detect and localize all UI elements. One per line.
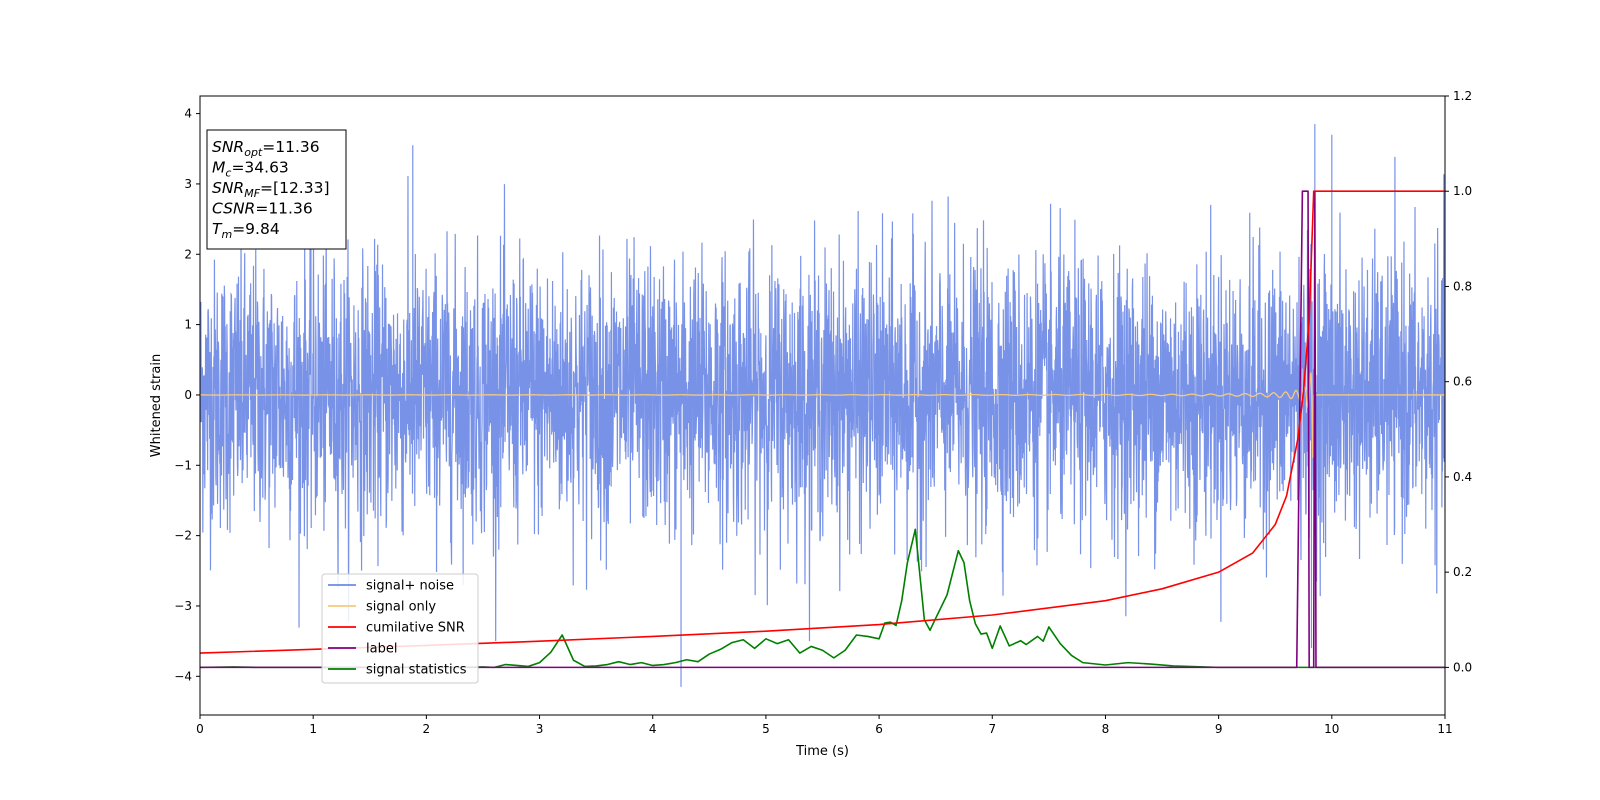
x-axis-label: Time (s) xyxy=(795,744,849,759)
annotation-line: SNRMF=[12.33] xyxy=(212,179,330,200)
x-tick-label: 5 xyxy=(762,722,770,736)
legend-label: signal only xyxy=(366,600,436,615)
y2-tick-label: 0.4 xyxy=(1453,470,1472,484)
legend-label: signal statistics xyxy=(366,663,467,678)
x-tick-label: 8 xyxy=(1102,722,1110,736)
y-tick-label: −3 xyxy=(174,599,192,613)
y2-tick-label: 1.2 xyxy=(1453,89,1472,103)
legend: signal+ noise signal only cumilative SNR la… xyxy=(321,573,479,684)
y2-tick-label: 0.8 xyxy=(1453,279,1472,293)
y-tick-label: −4 xyxy=(174,669,192,683)
legend-label: cumilative SNR xyxy=(366,621,465,636)
annotation-line: CSNR=11.36 xyxy=(212,200,313,218)
series-signal-only xyxy=(200,372,1445,458)
y-tick-label: 1 xyxy=(184,318,192,332)
series-label xyxy=(200,190,1445,669)
series-signal-statistics xyxy=(200,528,1445,669)
y-tick-label: 3 xyxy=(184,177,192,191)
series-cumilative-snr xyxy=(200,190,1445,654)
y2-tick-label: 0.6 xyxy=(1453,375,1472,389)
x-tick-label: 10 xyxy=(1324,722,1339,736)
annotation-line: SNRopt=11.36 xyxy=(212,138,320,159)
y-tick-label: 2 xyxy=(184,247,192,261)
x-tick-label: 3 xyxy=(536,722,544,736)
legend-label: label xyxy=(366,642,397,657)
x-tick-label: 7 xyxy=(988,722,996,736)
plot-frame xyxy=(199,95,1446,716)
y-tick-label: 4 xyxy=(184,107,192,121)
x-tick-label: 4 xyxy=(649,722,657,736)
x-tick-label: 2 xyxy=(423,722,431,736)
y-tick-label: −2 xyxy=(174,529,192,543)
legend-frame xyxy=(321,573,479,684)
annotation-line: Mc=34.63 xyxy=(212,159,289,180)
y2-tick-label: 0.2 xyxy=(1453,565,1472,579)
x-tick-label: 11 xyxy=(1437,722,1452,736)
y-axis-ticks: −4 −3 −2 −1 0 1 2 3 4 xyxy=(174,107,200,683)
annotation-frame xyxy=(206,129,347,250)
y2-tick-label: 1.0 xyxy=(1453,184,1472,198)
x-axis-ticks: 0 1 2 3 4 5 6 7 8 9 10 11 xyxy=(196,715,1453,736)
y-axis-label: Whitened strain xyxy=(149,354,164,457)
annotation-box: SNRopt=11.36Mc=34.63SNRMF=[12.33]CSNR=11… xyxy=(206,129,347,250)
x-tick-label: 6 xyxy=(875,722,883,736)
y-tick-label: 0 xyxy=(184,388,192,402)
y-tick-label: −1 xyxy=(174,458,192,472)
x-tick-label: 9 xyxy=(1215,722,1223,736)
y2-tick-label: 0.0 xyxy=(1453,660,1472,674)
y2-axis-ticks: 0.0 0.2 0.4 0.6 0.8 1.0 1.2 xyxy=(1445,89,1472,674)
x-tick-label: 1 xyxy=(309,722,317,736)
series-layer xyxy=(200,124,1445,687)
annotation-line: Tm=9.84 xyxy=(212,220,280,241)
legend-label: signal+ noise xyxy=(366,579,454,594)
x-tick-label: 0 xyxy=(196,722,204,736)
